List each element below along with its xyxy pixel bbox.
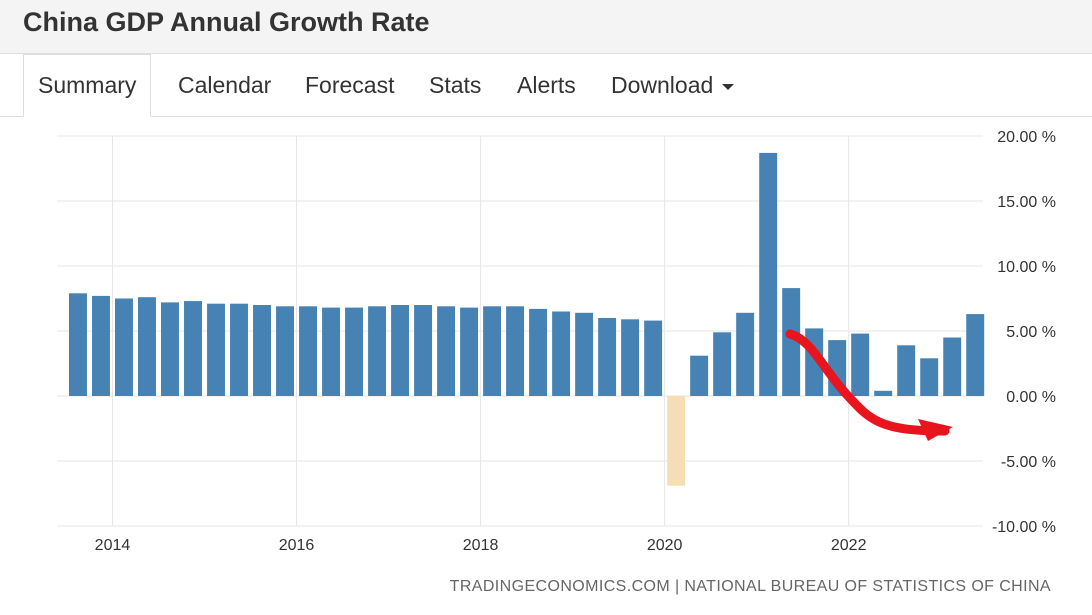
y-tick-label: -5.00 %: [1001, 454, 1056, 471]
tab-summary[interactable]: Summary: [23, 54, 152, 117]
trend-arrow-annotation: [785, 329, 950, 436]
x-tick-label: 2018: [463, 537, 499, 554]
x-axis-ticks: 2014 2016 2018 2020 2022: [95, 537, 867, 554]
bar-q2-2014: [138, 297, 156, 396]
gdp-growth-chart: 20.00 % 15.00 % 10.00 % 5.00 % 0.00 % -5.00 %…: [57, 129, 1056, 554]
x-tick-label: 2016: [279, 537, 315, 554]
tab-stats[interactable]: Stats: [429, 72, 482, 98]
bar-q1-2016: [299, 306, 317, 396]
bar-q1-2017: [391, 305, 410, 396]
chart-bars: [69, 152, 985, 486]
bar-q2-2017: [414, 305, 433, 396]
bar-q2-2019: [598, 318, 617, 396]
x-tick-label: 2022: [831, 537, 867, 554]
bar-q3-2016: [345, 307, 364, 396]
bar-q2-2023: [966, 314, 985, 396]
bar-q4-2016: [368, 306, 387, 396]
y-tick-label: 10.00 %: [997, 259, 1056, 276]
bar-q1-2018: [483, 306, 502, 396]
bar-q2-2022: [874, 390, 893, 396]
tab-calendar[interactable]: Calendar: [178, 72, 272, 98]
x-tick-label: 2014: [95, 537, 131, 554]
bar-q4-2015: [276, 306, 294, 396]
bar-q2-2016: [322, 307, 341, 396]
bar-q4-2019: [644, 320, 663, 396]
bar-q2-2015: [230, 303, 248, 396]
caret-down-icon: [722, 83, 735, 90]
y-tick-label: 15.00 %: [997, 194, 1056, 211]
y-axis-ticks: 20.00 % 15.00 % 10.00 % 5.00 % 0.00 % -5.00 %…: [992, 129, 1056, 536]
tab-download[interactable]: Download: [611, 54, 735, 116]
bar-q4-2017: [460, 307, 479, 396]
y-tick-label: -10.00 %: [992, 519, 1056, 536]
arrowhead-icon: [918, 419, 953, 441]
bar-q3-2022: [897, 345, 916, 396]
title-bar: China GDP Annual Growth Rate: [0, 0, 1092, 54]
y-tick-label: 5.00 %: [1006, 324, 1056, 341]
page-title: China GDP Annual Growth Rate: [23, 7, 430, 37]
bar-q3-2020: [713, 332, 732, 396]
y-tick-label: 20.00 %: [997, 129, 1056, 146]
y-tick-label: 0.00 %: [1006, 389, 1056, 406]
x-tick-label: 2020: [647, 537, 683, 554]
tab-forecast[interactable]: Forecast: [305, 72, 395, 98]
bar-q3-2015: [253, 305, 271, 396]
bar-q1-2020: [667, 396, 686, 486]
bar-q3-2017: [437, 306, 456, 396]
source-credit: TRADINGECONOMICS.COM | NATIONAL BUREAU O…: [449, 578, 1051, 595]
bar-q2-2021: [782, 288, 801, 396]
bar-q2-2020: [690, 355, 709, 396]
bar-q1-2014: [115, 298, 133, 396]
tab-bar: Summary Calendar Forecast Stats Alerts D…: [0, 54, 1092, 117]
bar-q4-2018: [552, 311, 571, 396]
bar-q1-2022: [851, 333, 870, 396]
bar-q3-2014: [161, 302, 179, 396]
bar-q3-2019: [621, 319, 640, 396]
bar-q1-2019: [575, 312, 594, 396]
bar-q1-2023: [943, 337, 962, 396]
bar-q4-2020: [736, 312, 755, 396]
tab-alerts[interactable]: Alerts: [517, 72, 576, 98]
bar-q3-2013: [69, 293, 87, 396]
bar-q3-2018: [529, 308, 548, 396]
bar-q2-2018: [506, 306, 525, 396]
bar-q4-2013: [92, 295, 110, 396]
bar-q4-2022: [920, 358, 939, 396]
bar-q1-2015: [207, 303, 225, 396]
bar-q1-2021: [759, 152, 778, 396]
bar-q4-2014: [184, 301, 202, 396]
tab-download-label: Download: [611, 72, 714, 98]
